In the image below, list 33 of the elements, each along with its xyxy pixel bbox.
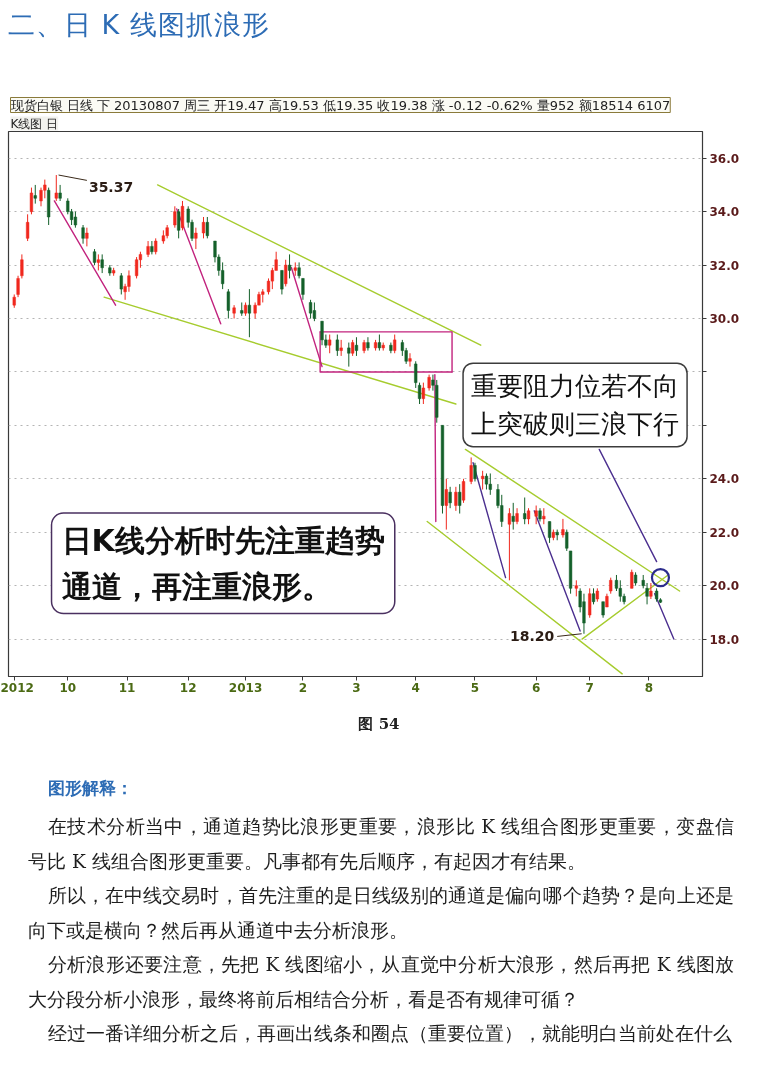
x-tick-label: 10 [59,680,77,695]
text: K线图 日 [10,116,59,131]
text: 分析浪形还要注意，先把 K 线图缩小，从直觉中分析大浪形，然后再把 K 线图放大分段分析小浪形，最终将前后相结合分析，看是否有规律可循？ [27,953,735,1012]
y-tick-label: 18.0 [709,632,740,647]
x-tick-label: 7 [585,680,594,695]
text: 经过一番详细分析之后，再画出线条和圈点（重要位置），就能明白当前处在什么 [47,1022,733,1046]
annotation: 18.20 [509,628,555,645]
x-tick-label: 4 [411,680,420,695]
y-tick-label: 20.0 [709,579,740,594]
chart-title: 二、日 K 线图抓浪形 [7,8,270,42]
x-tick-label: 2013 [228,680,263,695]
caption: 图 54 [357,714,401,735]
text: 图形解释： [47,777,133,800]
x-tick-label: 3 [352,680,361,695]
y-tick-label: 32.0 [709,258,740,273]
chart-subtitle: 现货白银 日线 下 20130807 周三 开19.47 高19.53 低19.35 收19.38 涨 -0.12 -0.62% 量952 额18514 6107 [10,97,671,113]
x-tick-label: 11 [118,680,136,695]
y-tick-label: 30.0 [709,312,740,327]
x-tick-label: 12 [179,680,197,695]
text: 所以，在中线交易时，首先注重的是日线级别的通道是偏向哪个趋势？是向上还是向下或是横向？然后再从通道中去分析浪形。 [27,884,735,943]
y-tick-label: 22.0 [709,525,740,540]
annotation: 日K线分析时先注重趋势通道，再注重浪形。 [61,523,385,604]
text: 在技术分析当中，通道趋势比浪形更重要，浪形比 K 线组合图形更重要，变盘信号比 K 线组合图形更重要。凡事都有先后顺序，有起因才有结果。 [27,815,735,874]
x-tick-label: 2 [298,680,308,695]
x-tick-label: 5 [470,680,480,695]
annotation: 35.37 [88,179,134,196]
y-tick-label: 24.0 [709,472,740,487]
annotation: 重要阻力位若不向上突破则三浪下行 [471,371,680,439]
y-tick-label: 34.0 [709,205,740,220]
x-tick-label: 2012 [0,680,34,695]
y-tick-label: 36.0 [709,151,740,166]
x-tick-label: 6 [531,680,541,695]
x-tick-label: 8 [644,680,654,695]
